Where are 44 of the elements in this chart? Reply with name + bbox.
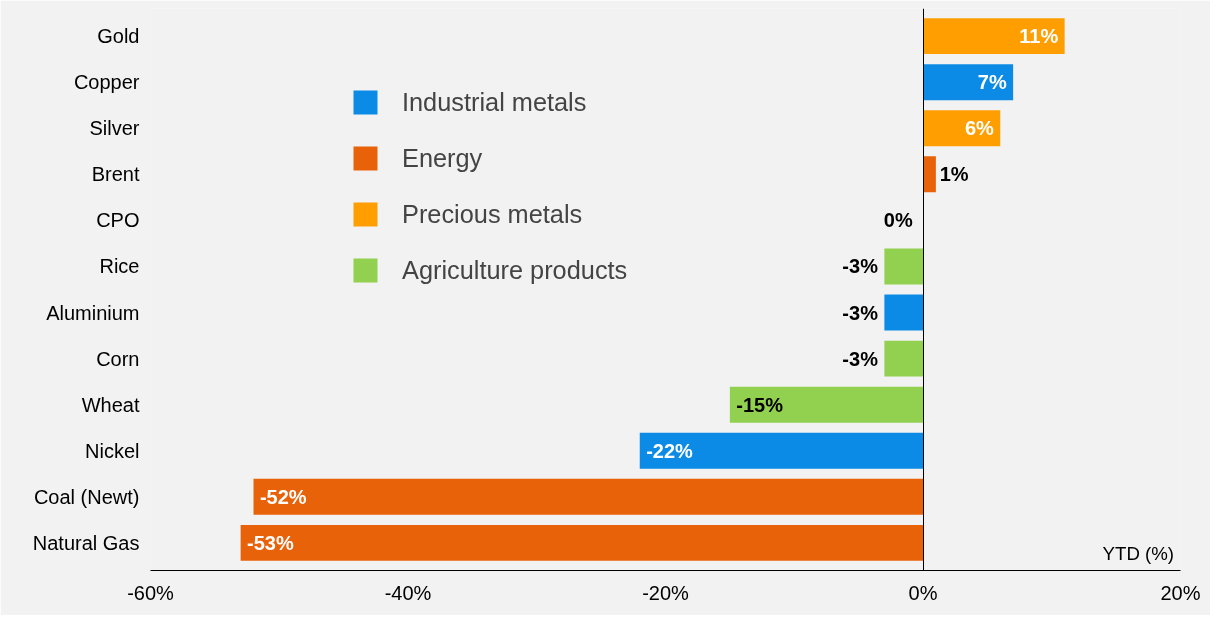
y-tick-label: CPO <box>96 209 140 232</box>
data-label: -15% <box>736 393 784 416</box>
bar <box>884 340 923 377</box>
x-tick-label: -40% <box>384 581 432 604</box>
legend-label: Energy <box>402 143 483 173</box>
y-tick-label: Rice <box>99 255 140 278</box>
y-tick-label: Brent <box>91 163 140 186</box>
bar <box>884 248 923 285</box>
legend-label: Agriculture products <box>402 255 628 285</box>
bar <box>923 18 1065 55</box>
data-label: -22% <box>646 439 694 462</box>
data-label: -3% <box>842 255 879 278</box>
data-label: 0% <box>883 209 913 232</box>
y-tick-label: Natural Gas <box>32 531 140 554</box>
x-axis-title: YTD (%) <box>1102 542 1175 564</box>
y-tick-label: Silver <box>89 117 140 140</box>
bar <box>923 156 936 193</box>
y-tick-label: Copper <box>73 71 140 94</box>
data-label: -3% <box>842 347 879 370</box>
bar <box>240 524 923 561</box>
data-label: -52% <box>259 485 307 508</box>
legend-label: Industrial metals <box>402 87 587 117</box>
data-label: 11% <box>1019 25 1059 48</box>
data-label: 1% <box>939 163 969 186</box>
data-label: -53% <box>247 531 294 554</box>
y-tick-label: Nickel <box>85 439 140 462</box>
x-tick-label: 20% <box>1160 581 1201 604</box>
bar <box>729 386 923 423</box>
y-tick-label: Corn <box>96 347 140 370</box>
bar <box>639 432 923 469</box>
data-label: 7% <box>977 71 1007 94</box>
data-label: 6% <box>964 117 995 140</box>
data-label: -3% <box>842 301 879 324</box>
bar <box>923 64 1014 101</box>
legend-label: Precious metals <box>402 199 583 229</box>
y-tick-label: Aluminium <box>46 301 140 324</box>
x-tick-label: -20% <box>642 581 690 604</box>
y-tick-label: Coal (Newt) <box>33 485 140 508</box>
bar <box>253 478 923 515</box>
x-tick-label: -60% <box>127 581 175 604</box>
bar <box>884 294 923 331</box>
y-tick-label: Wheat <box>81 393 140 416</box>
x-tick-label: 0% <box>908 581 938 604</box>
y-tick-label: Gold <box>97 25 140 48</box>
